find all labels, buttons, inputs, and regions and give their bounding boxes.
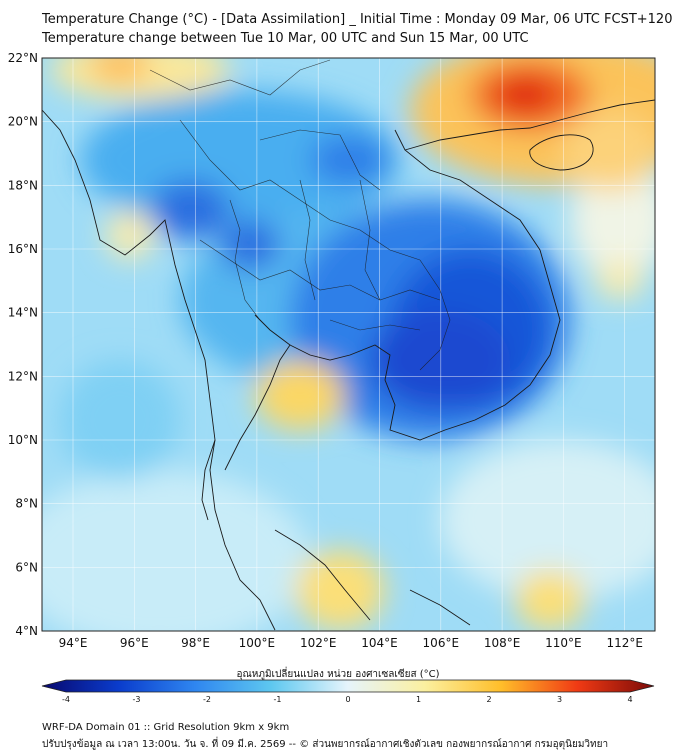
lon-label: 100°E	[239, 636, 276, 650]
footer-credit: ปรับปรุงข้อมูล ณ เวลา 13:00น. วัน จ. ที่…	[42, 739, 609, 750]
map-subtitle: Temperature change between Tue 10 Mar, 0…	[42, 31, 529, 46]
lon-label: 98°E	[181, 636, 210, 650]
latitude-axis-labels: 22°N 20°N 18°N 16°N 14°N 12°N 10°N 8°N 6°N 4°N	[8, 51, 38, 638]
temperature-field	[42, 58, 655, 631]
lon-label: 112°E	[606, 636, 643, 650]
lat-label: 22°N	[8, 51, 38, 65]
longitude-axis-labels: 94°E 96°E 98°E 100°E 102°E 104°E 106°E 108°E 110…	[59, 636, 643, 650]
lat-label: 18°N	[8, 178, 38, 192]
footer-model-info: WRF-DA Domain 01 :: Grid Resolution 9km …	[42, 722, 290, 733]
lat-label: 4°N	[15, 624, 38, 638]
lat-label: 12°N	[8, 369, 38, 383]
lat-label: 6°N	[15, 560, 38, 574]
map-frame	[41, 57, 656, 632]
lat-label: 10°N	[8, 433, 38, 447]
province-borders	[149, 59, 451, 371]
map-title: Temperature Change (°C) - [Data Assimila…	[42, 12, 673, 27]
lon-label: 94°E	[59, 636, 88, 650]
lat-label: 20°N	[8, 115, 38, 129]
coastlines	[42, 99, 655, 631]
lon-label: 108°E	[484, 636, 521, 650]
lon-label: 104°E	[361, 636, 398, 650]
lon-label: 110°E	[545, 636, 582, 650]
lat-label: 14°N	[8, 306, 38, 320]
map-gridlines	[42, 58, 655, 631]
temperature-change-map: 22°N 20°N 18°N 16°N 14°N 12°N 10°N 8°N 6°N 4°N 94…	[8, 51, 656, 650]
lon-label: 106°E	[423, 636, 460, 650]
lon-label: 96°E	[120, 636, 149, 650]
lat-label: 8°N	[15, 497, 38, 511]
colorbar-label: อุณหภูมิเปลี่ยนแปลง หน่วย องศาเซลเซียส (…	[236, 669, 440, 680]
lon-label: 102°E	[300, 636, 337, 650]
lat-label: 16°N	[8, 242, 38, 256]
